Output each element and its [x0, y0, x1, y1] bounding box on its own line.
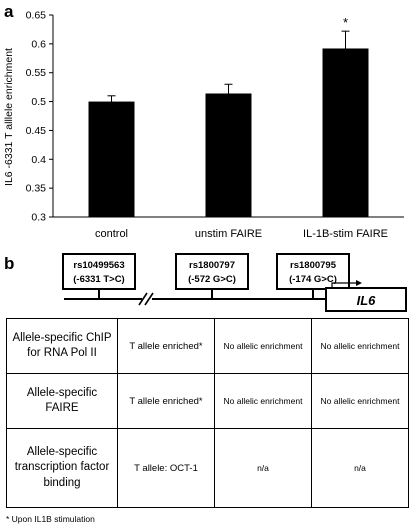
bar: [205, 93, 252, 217]
x-tick-label: control: [95, 228, 128, 240]
table-cell: No allelic enrichment: [311, 373, 409, 430]
table-cell: No allelic enrichment: [214, 373, 312, 430]
y-tick-label: 0.55: [26, 67, 47, 79]
y-tick-label: 0.35: [26, 183, 47, 195]
snp-marker-2: rs1800797 (-572 G>C): [175, 253, 249, 299]
snp-3-id: rs1800795: [290, 260, 337, 271]
snp-1-change: (-6331 T>C): [73, 274, 124, 285]
y-tick-label: 0.4: [31, 154, 46, 166]
x-axis-labels: control unstim FAIRE IL-1B-stim FAIRE: [95, 228, 388, 240]
row-header: Allele-specific transcription factor bin…: [6, 428, 118, 508]
y-axis-ticks: 0.3 0.35 0.4 0.45 0.5 0.55 0.6 0.65: [26, 10, 53, 224]
gene-map: rs10499563 (-6331 T>C) rs1800797 (-572 G…: [62, 253, 407, 312]
table-cell: T allele: OCT-1: [117, 428, 215, 508]
y-tick-label: 0.3: [31, 212, 46, 224]
bar: [322, 48, 369, 217]
table-cell: No allelic enrichment: [311, 317, 409, 375]
snp-3-change: (-174 G>C): [289, 274, 337, 285]
gene-box: [325, 287, 407, 312]
x-tick-label: unstim FAIRE: [195, 228, 262, 240]
y-tick-label: 0.45: [26, 125, 47, 137]
table-cell: n/a: [214, 428, 312, 508]
snp-marker-3: rs1800795 (-174 G>C): [276, 253, 350, 299]
snp-2-id: rs1800797: [189, 260, 235, 271]
results-table: Allele-specific ChIP for RNA Pol II T al…: [6, 317, 409, 508]
y-tick-label: 0.5: [31, 96, 46, 108]
bar-chart: 0.3 0.35 0.4 0.45 0.5 0.55 0.6 0.65 * control un…: [3, 10, 404, 240]
row-header: Allele-specific FAIRE: [6, 373, 118, 430]
table-row: Allele-specific transcription factor bin…: [6, 428, 409, 508]
table-cell: No allelic enrichment: [214, 317, 312, 375]
break-mark-2: [144, 292, 154, 306]
x-tick-label: IL-1B-stim FAIRE: [303, 228, 388, 240]
row-header: Allele-specific ChIP for RNA Pol II: [6, 317, 118, 375]
break-mark-1: [138, 292, 148, 306]
snp-2-change: (-572 G>C): [188, 274, 236, 285]
snp-1-id: rs10499563: [73, 260, 124, 271]
table-cell: n/a: [311, 428, 409, 508]
panel-a-label: a: [4, 2, 14, 21]
snp-marker-1: rs10499563 (-6331 T>C): [62, 253, 136, 299]
y-tick-label: 0.65: [26, 10, 47, 22]
table-row: Allele-specific ChIP for RNA Pol II T al…: [6, 317, 409, 375]
y-axis-label: IL6 -6331 T alllele enrichment: [3, 48, 15, 186]
footnote: * Upon IL1B stimulation: [6, 514, 95, 524]
chart-bars: *: [88, 15, 369, 217]
significance-marker: *: [343, 15, 348, 30]
y-tick-label: 0.6: [31, 38, 46, 50]
table-cell: T allele enriched*: [117, 317, 215, 375]
gene-name: IL6: [357, 293, 377, 308]
table-cell: T allele enriched*: [117, 373, 215, 430]
panel-b-label: b: [4, 254, 15, 273]
bar: [88, 101, 135, 217]
table-row: Allele-specific FAIRE T allele enriched*…: [6, 373, 409, 430]
